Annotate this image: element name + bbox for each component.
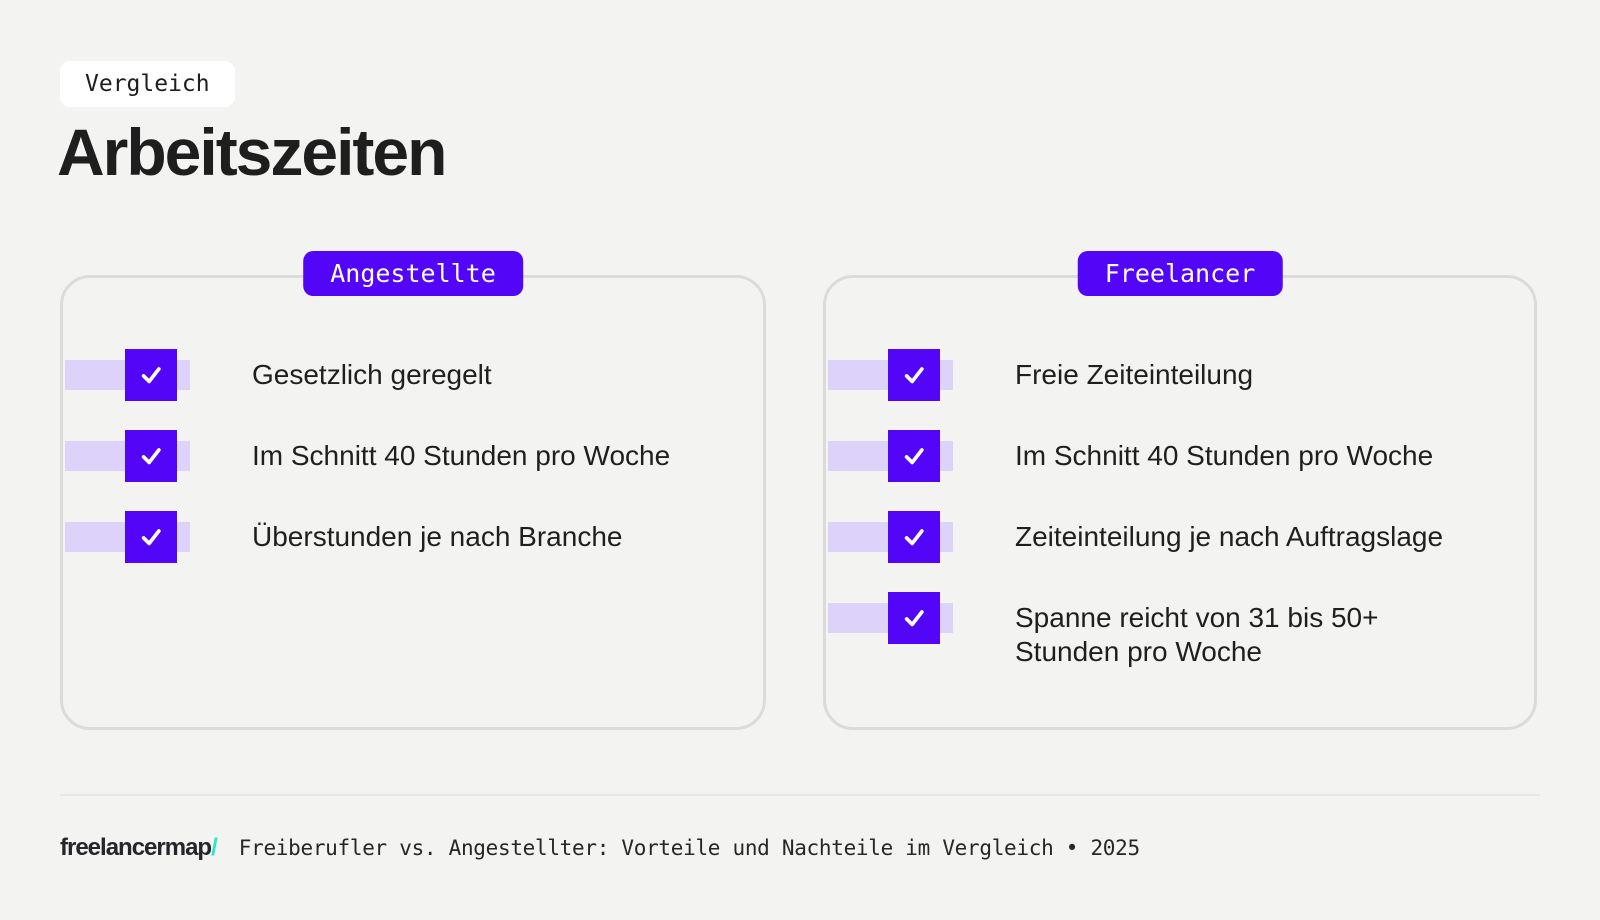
page-title: Arbeitszeiten: [57, 115, 447, 189]
item-text: Freie Zeiteinteilung: [1015, 359, 1254, 390]
item-text: Im Schnitt 40 Stunden pro Woche: [1015, 440, 1434, 471]
item-text: Überstunden je nach Branche: [252, 521, 623, 552]
list-item: Überstunden je nach Branche: [63, 511, 763, 563]
footer: freelancermap/ Freiberufler vs. Angestel…: [60, 833, 1140, 863]
check-icon: [888, 349, 940, 401]
card-badge-angestellte: Angestellte: [303, 251, 523, 296]
list-item: Freie Zeiteinteilung: [826, 349, 1534, 401]
check-icon: [888, 430, 940, 482]
item-list-freelancer: Freie Zeiteinteilung Im Schnitt 40 Stund…: [826, 278, 1534, 669]
check-icon: [125, 511, 177, 563]
check-icon: [888, 511, 940, 563]
card-angestellte: Angestellte Gesetzlich geregelt Im Schni…: [60, 251, 766, 730]
item-text: Im Schnitt 40 Stunden pro Woche: [252, 440, 671, 471]
item-text: Zeiteinteilung je nach Auftragslage: [1015, 521, 1444, 552]
list-item: Spanne reicht von 31 bis 50+ Stunden pro…: [826, 592, 1534, 669]
list-item: Im Schnitt 40 Stunden pro Woche: [63, 430, 763, 482]
list-item: Zeiteinteilung je nach Auftragslage: [826, 511, 1534, 563]
item-text: Gesetzlich geregelt: [252, 359, 492, 390]
item-text: Spanne reicht von 31 bis 50+ Stunden pro…: [1015, 602, 1379, 667]
check-icon: [888, 592, 940, 644]
card-freelancer: Freelancer Freie Zeiteinteilung Im Schni…: [823, 251, 1537, 730]
item-list-angestellte: Gesetzlich geregelt Im Schnitt 40 Stunde…: [63, 278, 763, 563]
attribution-text: Freiberufler vs. Angestellter: Vorteile …: [238, 836, 1140, 860]
comparison-cards: Angestellte Gesetzlich geregelt Im Schni…: [60, 251, 1537, 730]
category-tag: Vergleich: [60, 61, 235, 107]
list-item: Im Schnitt 40 Stunden pro Woche: [826, 430, 1534, 482]
list-item: Gesetzlich geregelt: [63, 349, 763, 401]
logo-slash-icon: /: [211, 834, 218, 861]
check-icon: [125, 430, 177, 482]
footer-divider: [60, 794, 1540, 796]
freelancermap-logo: freelancermap/: [60, 833, 218, 863]
check-icon: [125, 349, 177, 401]
logo-text: freelancermap: [60, 834, 212, 861]
card-badge-freelancer: Freelancer: [1077, 251, 1283, 296]
